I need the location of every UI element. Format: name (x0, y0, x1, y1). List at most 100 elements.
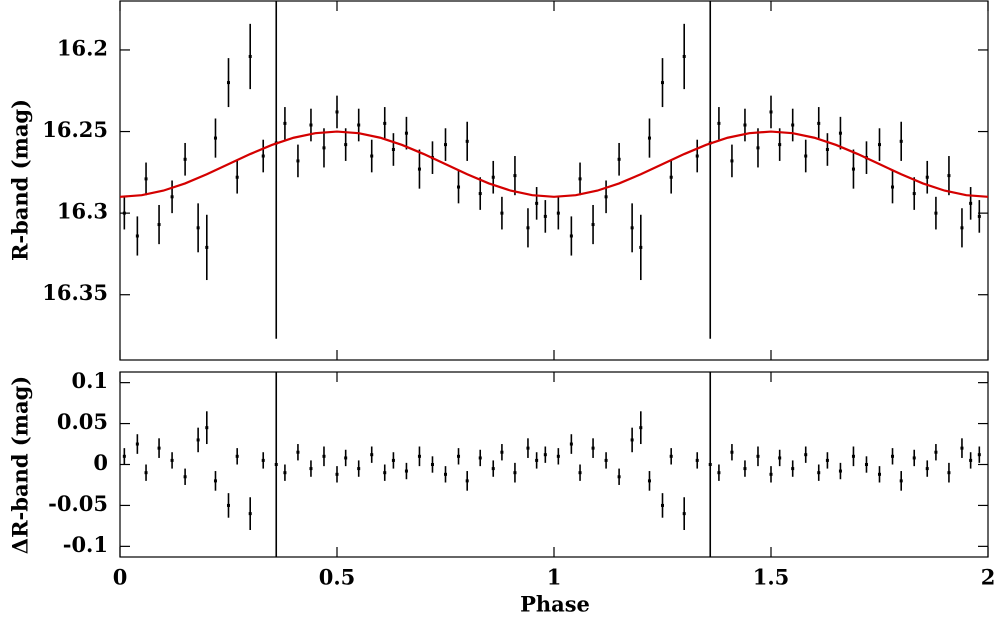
data-point (778, 143, 782, 147)
y-tick-label: 0 (93, 450, 108, 475)
data-point (743, 467, 747, 471)
data-point (891, 454, 895, 458)
data-point (899, 479, 903, 483)
data-point (283, 471, 287, 475)
x-tick-label: 0 (113, 565, 128, 590)
data-point (144, 177, 148, 181)
data-point (778, 456, 782, 460)
data-point (669, 175, 673, 179)
data-point (825, 458, 829, 462)
data-point (591, 223, 595, 227)
data-point (370, 453, 374, 457)
data-point (977, 214, 981, 218)
data-point (135, 234, 139, 238)
data-point (309, 123, 313, 127)
y-tick-label: 16.2 (57, 35, 108, 60)
data-point (769, 110, 773, 114)
x-tick-label: 1.5 (753, 565, 790, 590)
data-point (682, 512, 686, 516)
data-point (817, 471, 821, 475)
data-point (647, 136, 651, 140)
data-point (864, 463, 868, 466)
data-point (647, 479, 651, 483)
data-point (170, 195, 174, 199)
data-point (144, 471, 148, 475)
data-point (878, 472, 881, 476)
data-point (227, 503, 230, 507)
data-point (344, 456, 348, 460)
data-point (296, 450, 300, 454)
y-tick-label: 16.35 (42, 280, 108, 305)
data-point (891, 185, 895, 189)
data-point (630, 438, 634, 442)
data-point (960, 446, 964, 450)
data-point (248, 512, 252, 516)
data-point (157, 223, 161, 227)
data-point (756, 146, 760, 150)
data-point (899, 139, 903, 143)
data-point (969, 458, 973, 462)
data-point (513, 471, 517, 475)
data-point (617, 157, 621, 161)
data-point (556, 211, 560, 215)
data-point (669, 454, 673, 458)
data-point (478, 192, 482, 196)
data-point (730, 159, 734, 163)
data-point (825, 147, 829, 151)
data-point (639, 426, 643, 430)
x-tick-label: 0.5 (319, 565, 356, 590)
data-point (708, 463, 712, 466)
data-point (344, 143, 348, 147)
data-point (851, 454, 855, 458)
data-point (227, 81, 230, 85)
data-point (213, 479, 217, 483)
y-tick-label: 16.3 (57, 199, 108, 224)
y-axis-label: R-band (mag) (8, 99, 33, 261)
data-point (925, 467, 929, 471)
data-point (695, 458, 699, 462)
data-point (947, 471, 951, 475)
data-point (791, 123, 795, 127)
data-point (183, 157, 187, 161)
data-point (491, 467, 495, 471)
data-point (274, 463, 278, 466)
x-tick-label: 1 (547, 565, 562, 590)
data-point (934, 450, 938, 454)
data-point (543, 214, 547, 218)
y-axis-label: ΔR-band (mag) (8, 376, 33, 554)
data-point (838, 131, 842, 135)
x-axis-label: Phase (520, 592, 590, 617)
data-point (500, 450, 504, 454)
data-point (357, 123, 361, 127)
data-point (912, 192, 916, 196)
data-point (383, 471, 387, 475)
data-point (969, 201, 973, 205)
data-point (261, 154, 265, 158)
data-point (804, 154, 808, 158)
data-point (322, 454, 326, 458)
data-point (430, 463, 434, 466)
data-point (248, 54, 252, 58)
data-point (695, 154, 699, 158)
data-point (491, 175, 495, 179)
data-point (838, 469, 842, 473)
data-point (851, 167, 855, 171)
data-point (960, 226, 964, 230)
data-point (578, 471, 582, 475)
data-point (661, 503, 664, 507)
data-point (730, 450, 734, 454)
data-point (934, 211, 938, 215)
data-point (383, 121, 387, 125)
data-point (417, 454, 421, 458)
data-point (630, 226, 634, 230)
data-point (296, 159, 300, 163)
data-point (639, 245, 643, 249)
data-point (235, 454, 239, 458)
data-point (977, 453, 981, 457)
data-point (526, 226, 530, 230)
data-point (170, 458, 174, 462)
data-point (404, 469, 408, 473)
data-point (569, 234, 573, 238)
data-point (617, 475, 621, 479)
